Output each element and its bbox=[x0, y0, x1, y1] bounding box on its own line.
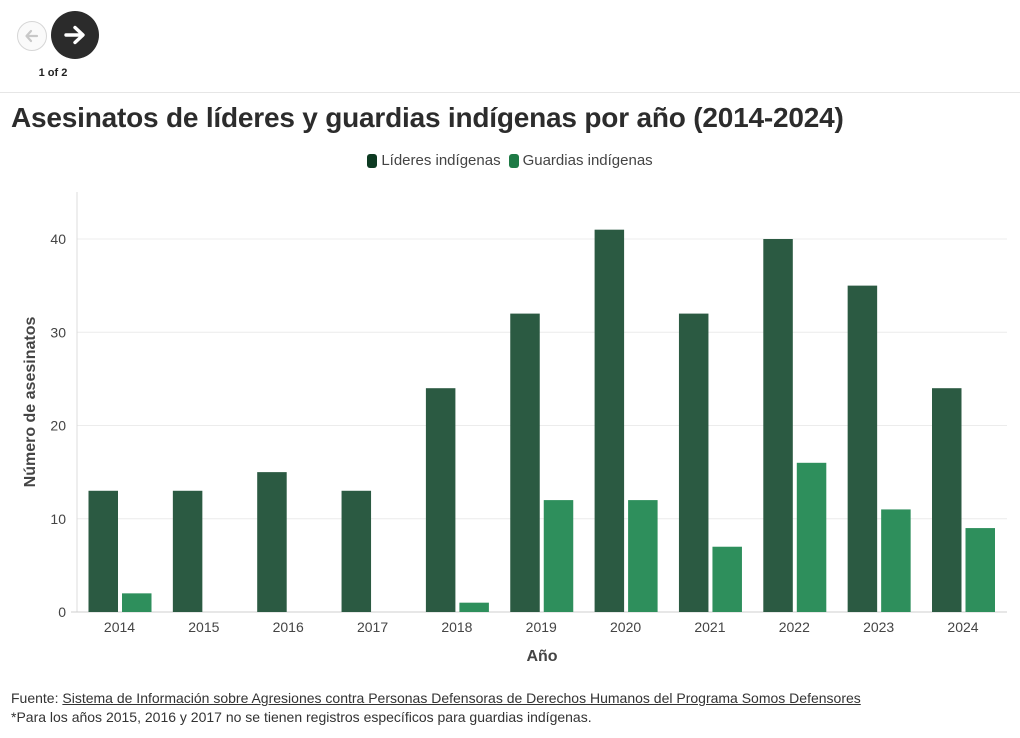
x-tick-label-2024: 2024 bbox=[947, 619, 978, 635]
bar-lideres-2022 bbox=[763, 239, 793, 612]
chart-legend: Líderes indígenas Guardias indígenas bbox=[0, 152, 1020, 169]
bar-guardias-2020 bbox=[628, 500, 658, 612]
x-tick-label-2017: 2017 bbox=[357, 619, 388, 635]
legend-swatch-guardias bbox=[508, 153, 519, 168]
y-tick-label-20: 20 bbox=[50, 418, 66, 434]
chart-title: Asesinatos de líderes y guardias indígen… bbox=[11, 102, 844, 133]
x-tick-label-2021: 2021 bbox=[694, 619, 725, 635]
bar-lideres-2017 bbox=[341, 490, 372, 612]
bar-lideres-2019 bbox=[510, 313, 540, 612]
x-tick-label-2018: 2018 bbox=[441, 619, 472, 635]
x-tick-label-2019: 2019 bbox=[526, 619, 557, 635]
bar-guardias-2014 bbox=[122, 593, 152, 612]
chart-footer: Fuente: Sistema de Información sobre Agr… bbox=[11, 689, 861, 727]
bar-lideres-2023 bbox=[847, 285, 878, 612]
bar-guardias-2023 bbox=[881, 509, 911, 612]
bar-lideres-2021 bbox=[678, 313, 709, 612]
x-tick-label-2015: 2015 bbox=[188, 619, 219, 635]
legend-label-lideres: Líderes indígenas bbox=[381, 152, 501, 169]
bar-lideres-2014 bbox=[88, 490, 118, 612]
bar-lideres-2024 bbox=[932, 388, 962, 612]
source-line: Fuente: Sistema de Información sobre Agr… bbox=[11, 689, 861, 708]
x-tick-label-2022: 2022 bbox=[779, 619, 810, 635]
y-tick-label-30: 30 bbox=[50, 324, 66, 340]
legend-swatch-lideres bbox=[367, 153, 378, 168]
bar-lideres-2018 bbox=[425, 388, 456, 612]
bar-lideres-2015 bbox=[172, 490, 203, 612]
legend-label-guardias: Guardias indígenas bbox=[522, 152, 653, 169]
legend-item-guardias[interactable]: Guardias indígenas bbox=[508, 152, 653, 169]
bar-lideres-2016 bbox=[257, 472, 287, 612]
x-tick-label-2016: 2016 bbox=[273, 619, 304, 635]
carousel-nav: 1 of 2 bbox=[0, 0, 1020, 93]
footnote: *Para los años 2015, 2016 y 2017 no se t… bbox=[11, 709, 592, 725]
bar-chart: 0 10 20 30 40 2014 2015 2016 2017 2018 2019 2020 202… bbox=[22, 192, 1007, 665]
legend-item-lideres[interactable]: Líderes indígenas bbox=[367, 152, 501, 169]
page-indicator: 1 of 2 bbox=[38, 67, 68, 79]
bar-guardias-2019 bbox=[543, 500, 574, 612]
arrow-left-icon bbox=[25, 29, 39, 43]
arrow-right-icon bbox=[64, 25, 85, 45]
x-axis-title: Año bbox=[526, 648, 557, 665]
y-axis-title: Número de asesinatos bbox=[22, 317, 39, 488]
previous-button[interactable] bbox=[17, 21, 47, 51]
bar-guardias-2018 bbox=[459, 602, 489, 612]
bar-lideres-2020 bbox=[594, 229, 625, 613]
y-tick-label-0: 0 bbox=[58, 604, 66, 620]
y-tick-label-10: 10 bbox=[50, 511, 66, 527]
bar-guardias-2024 bbox=[965, 528, 995, 612]
bar-guardias-2022 bbox=[796, 462, 827, 612]
y-tick-label-40: 40 bbox=[50, 231, 66, 247]
x-tick-label-2023: 2023 bbox=[863, 619, 894, 635]
source-prefix: Fuente: bbox=[11, 690, 63, 706]
x-tick-label-2014: 2014 bbox=[104, 619, 135, 635]
bar-guardias-2021 bbox=[712, 546, 742, 612]
source-link[interactable]: Sistema de Información sobre Agresiones … bbox=[62, 690, 861, 706]
x-tick-label-2020: 2020 bbox=[610, 619, 641, 635]
next-button[interactable] bbox=[51, 11, 99, 59]
